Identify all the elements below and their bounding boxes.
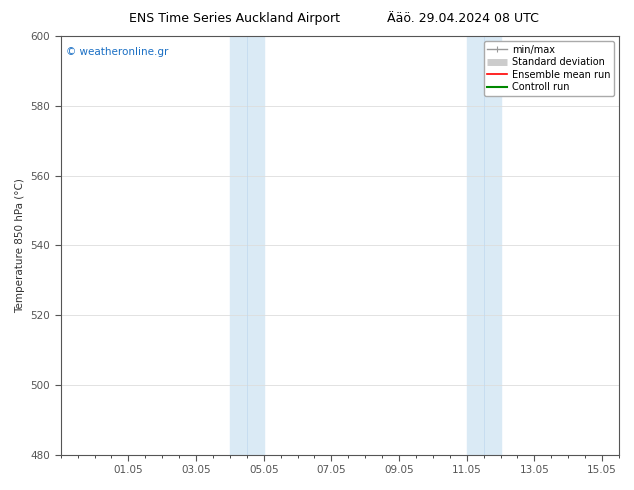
Y-axis label: Temperature 850 hPa (°C): Temperature 850 hPa (°C) — [15, 178, 25, 313]
Text: © weatheronline.gr: © weatheronline.gr — [67, 47, 169, 57]
Text: ENS Time Series Auckland Airport: ENS Time Series Auckland Airport — [129, 12, 340, 25]
Text: Ääö. 29.04.2024 08 UTC: Ääö. 29.04.2024 08 UTC — [387, 12, 539, 25]
Legend: min/max, Standard deviation, Ensemble mean run, Controll run: min/max, Standard deviation, Ensemble me… — [484, 41, 614, 96]
Bar — [467, 36, 501, 455]
Bar — [230, 36, 264, 455]
